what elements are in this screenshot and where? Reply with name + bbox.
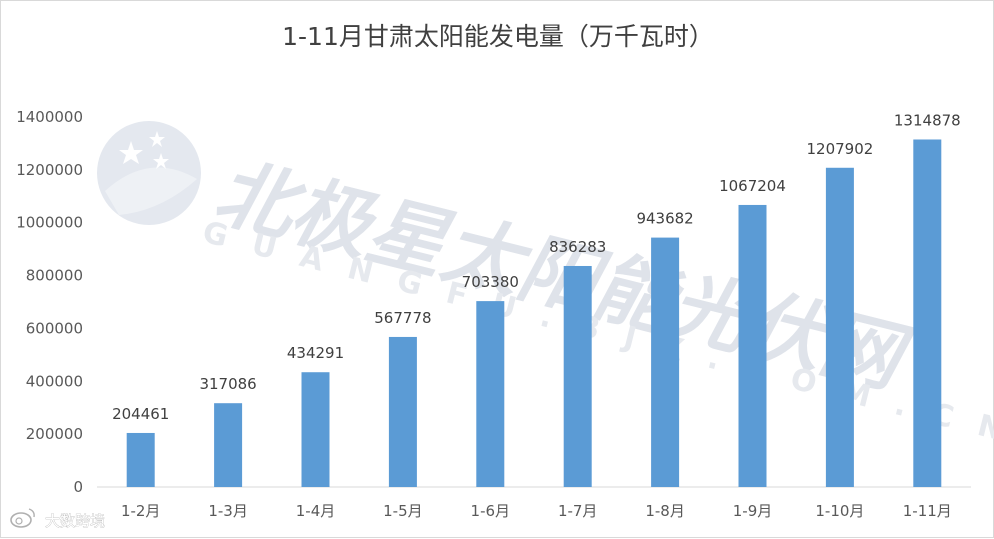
bar (388, 336, 417, 487)
y-axis: 0 200000 400000 600000 800000 1000000 1200000 1… (16, 108, 83, 496)
data-labels: 204461 317086 434291 567778 703380 836283 9436… (112, 111, 961, 422)
data-label: 434291 (287, 344, 344, 362)
bar (738, 204, 767, 487)
x-tick-label: 1-10月 (815, 502, 864, 520)
x-tick-label: 1-5月 (383, 502, 423, 520)
watermark-logo-icon (97, 121, 201, 225)
data-label: 567778 (374, 309, 431, 327)
bar (913, 139, 942, 487)
data-label: 1207902 (806, 140, 873, 158)
x-tick-label: 1-7月 (558, 502, 598, 520)
data-label: 1314878 (894, 111, 961, 129)
x-tick-label: 1-6月 (471, 502, 511, 520)
bar (126, 432, 155, 487)
y-tick-label: 200000 (26, 425, 83, 443)
y-tick-label: 1000000 (16, 214, 83, 232)
source-mark: 大数跨境 (10, 508, 105, 530)
data-label: 703380 (462, 273, 519, 291)
data-label: 943682 (636, 210, 693, 228)
data-label: 317086 (199, 375, 256, 393)
data-label: 836283 (549, 238, 606, 256)
x-tick-label: 1-8月 (645, 502, 685, 520)
weibo-icon (10, 508, 35, 528)
x-tick-label: 1-4月 (296, 502, 336, 520)
x-tick-label: 1-2月 (121, 502, 161, 520)
bar (651, 237, 680, 487)
bar (825, 167, 854, 488)
bar (563, 265, 592, 487)
y-tick-label: 0 (73, 478, 83, 496)
y-tick-label: 800000 (26, 267, 83, 285)
data-label: 1067204 (719, 177, 786, 195)
bar-series (126, 139, 942, 488)
x-tick-label: 1-9月 (733, 502, 773, 520)
y-tick-label: 600000 (26, 319, 83, 337)
y-tick-label: 1200000 (16, 161, 83, 179)
x-axis: 1-2月 1-3月 1-4月 1-5月 1-6月 1-7月 1-8月 1-9月 1-10月 1-1… (121, 502, 952, 520)
chart-title: 1-11月甘肃太阳能发电量（万千瓦时） (282, 22, 714, 51)
bar (476, 301, 505, 487)
source-text: 大数跨境 (45, 512, 105, 530)
x-tick-label: 1-3月 (208, 502, 248, 520)
x-tick-label: 1-11月 (903, 502, 952, 520)
y-tick-label: 1400000 (16, 108, 83, 126)
bar (214, 403, 243, 487)
y-tick-label: 400000 (26, 372, 83, 390)
bar (301, 372, 330, 487)
data-label: 204461 (112, 405, 169, 423)
